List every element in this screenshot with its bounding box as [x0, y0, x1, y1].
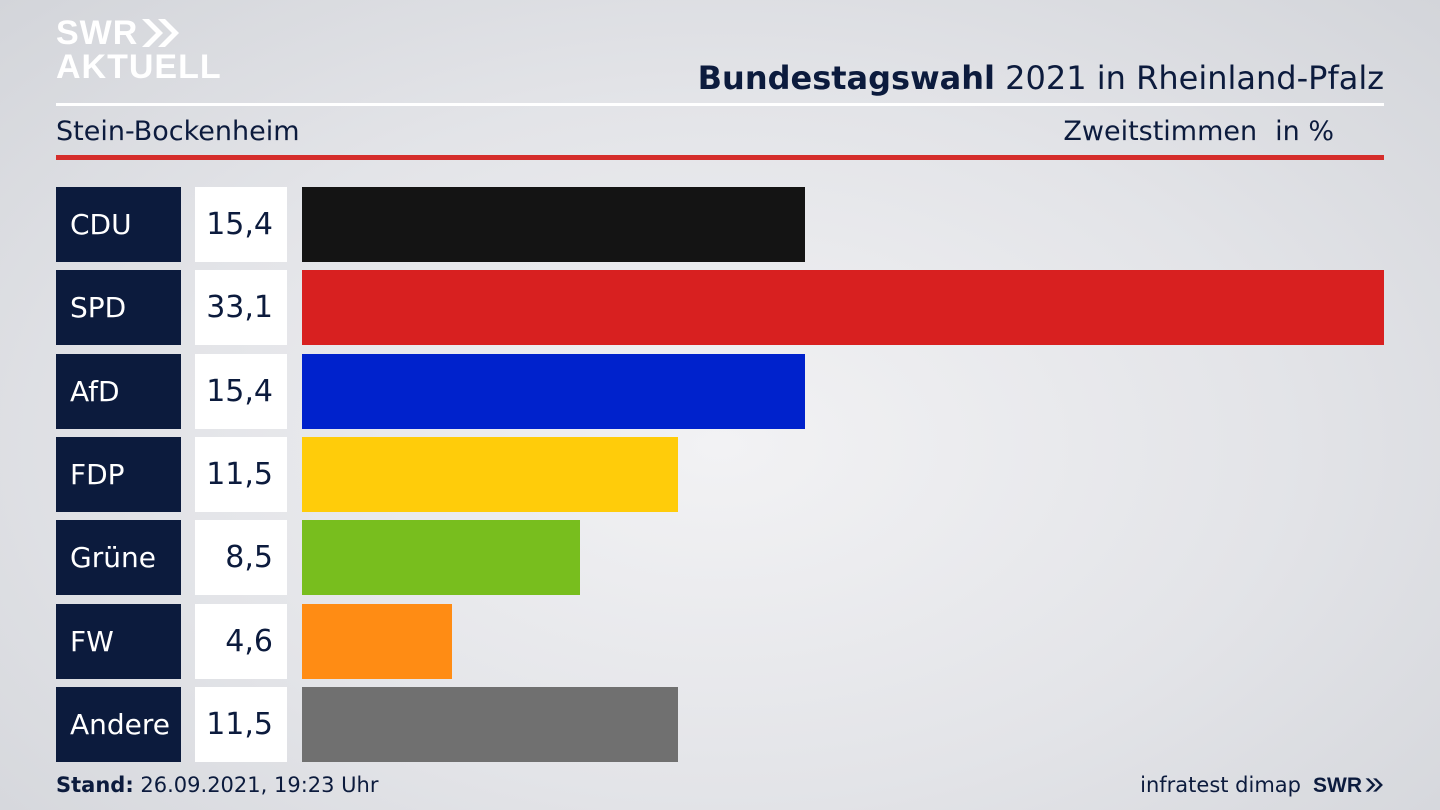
party-label: FW: [56, 604, 181, 679]
swr-aktuell-logo: SWR AKTUELL: [56, 16, 222, 84]
party-label: Grüne: [56, 520, 181, 595]
bar-row-gruene: Grüne 8,5: [56, 520, 1384, 595]
party-label: SPD: [56, 270, 181, 345]
value-label: 11,5: [195, 687, 287, 762]
bar-spd: [302, 270, 1384, 345]
party-label: CDU: [56, 187, 181, 262]
logo-text-swr: SWR: [56, 14, 139, 52]
bar-row-afd: AfD 15,4: [56, 354, 1384, 429]
logo-line-swr: SWR: [56, 16, 222, 50]
bar-row-cdu: CDU 15,4: [56, 187, 1384, 262]
bar-andere: [302, 687, 678, 762]
party-label: Andere: [56, 687, 181, 762]
bar-cdu: [302, 187, 806, 262]
logo-text-aktuell: AKTUELL: [56, 48, 222, 86]
bar-row-fdp: FDP 11,5: [56, 437, 1384, 512]
stand-label: Stand:: [56, 773, 134, 797]
footer-brand: SWR: [1313, 774, 1384, 797]
source-text: infratest dimap: [1140, 773, 1301, 797]
value-label: 15,4: [195, 354, 287, 429]
value-label: 8,5: [195, 520, 287, 595]
title-bold: Bundestagswahl: [697, 59, 995, 97]
bar-row-andere: Andere 11,5: [56, 687, 1384, 762]
region-label: Stein-Bockenheim: [56, 116, 300, 147]
title-rest: 2021 in Rheinland-Pfalz: [995, 59, 1384, 97]
party-label: AfD: [56, 354, 181, 429]
party-label: FDP: [56, 437, 181, 512]
value-label: 33,1: [195, 270, 287, 345]
stand-value: 26.09.2021, 19:23 Uhr: [133, 773, 379, 797]
chevron-double-icon: [1365, 778, 1383, 792]
bar-fw: [302, 604, 453, 679]
divider-red: [56, 155, 1384, 160]
bar-row-fw: FW 4,6: [56, 604, 1384, 679]
page-title: Bundestagswahl 2021 in Rheinland-Pfalz: [698, 56, 1384, 100]
metric-text: Zweitstimmen: [1063, 116, 1258, 147]
bar-row-spd: SPD 33,1: [56, 270, 1384, 345]
bar-gruene: [302, 520, 580, 595]
bar-fdp: [302, 437, 678, 512]
divider-white: [56, 103, 1384, 106]
value-label: 11,5: [195, 437, 287, 512]
value-label: 4,6: [195, 604, 287, 679]
bar-chart: CDU 15,4 SPD 33,1 AfD 15,4 FDP 11,5 Grüne 8,5 FW 4,…: [56, 187, 1384, 762]
bar-afd: [302, 354, 806, 429]
footer-brand-text: SWR: [1313, 774, 1362, 797]
value-label: 15,4: [195, 187, 287, 262]
chevron-double-icon: [142, 19, 180, 47]
source-credit: infratest dimap SWR: [1140, 770, 1384, 801]
timestamp: Stand: 26.09.2021, 19:23 Uhr: [56, 770, 379, 800]
metric-label: Zweitstimmen in %: [1063, 114, 1334, 150]
unit-text: in %: [1275, 116, 1334, 147]
